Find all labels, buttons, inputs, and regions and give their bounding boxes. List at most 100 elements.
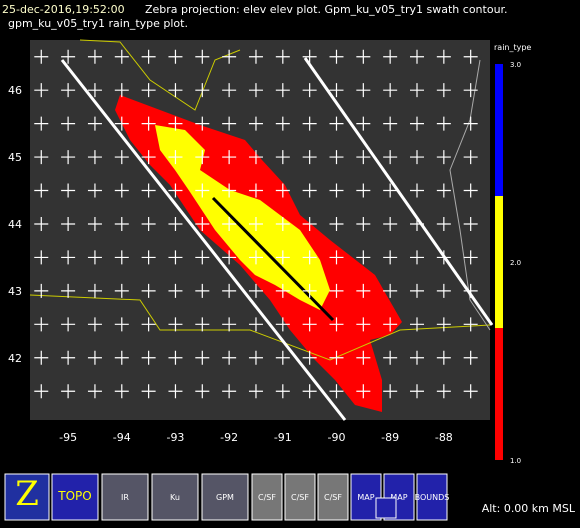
grid-cross xyxy=(87,183,102,198)
grid-cross xyxy=(34,250,49,265)
y-tick-label: 43 xyxy=(8,285,22,298)
grid-cross xyxy=(329,49,344,64)
grid-cross xyxy=(168,384,183,399)
grid-cross xyxy=(410,116,425,131)
state-border xyxy=(29,294,491,361)
grid-cross xyxy=(463,116,478,131)
grid-cross xyxy=(410,350,425,365)
grid-cross xyxy=(329,350,344,365)
grid-cross xyxy=(302,116,317,131)
grid-cross xyxy=(302,216,317,231)
toolbar-icon-label: GPM xyxy=(216,493,234,502)
toolbar-icon[interactable] xyxy=(251,473,283,521)
zebra-icon[interactable] xyxy=(4,473,50,521)
grid-cross xyxy=(61,216,76,231)
grid-cross xyxy=(87,350,102,365)
grid-cross xyxy=(275,250,290,265)
toolbar-icon[interactable] xyxy=(101,473,149,521)
colorbar-label: 3.0 xyxy=(510,61,521,69)
grid-cross xyxy=(275,317,290,332)
grid-cross xyxy=(463,216,478,231)
toolbar-icon-label: C/SF xyxy=(324,493,342,502)
grid-cross xyxy=(302,250,317,265)
grid-cross xyxy=(61,250,76,265)
grid-cross xyxy=(195,83,210,98)
grid-cross xyxy=(141,116,156,131)
grid-cross xyxy=(87,49,102,64)
grid-cross xyxy=(248,384,263,399)
grid-cross xyxy=(248,116,263,131)
grid-cross xyxy=(302,183,317,198)
grid-cross xyxy=(275,83,290,98)
grid-cross xyxy=(141,317,156,332)
toolbar-icon-label: C/SF xyxy=(258,493,276,502)
grid-cross xyxy=(195,150,210,165)
grid-cross xyxy=(463,283,478,298)
grid-cross xyxy=(410,216,425,231)
x-tick-label: -95 xyxy=(59,431,77,444)
grid-cross xyxy=(302,384,317,399)
grid-cross xyxy=(275,216,290,231)
grid-cross xyxy=(222,317,237,332)
grid-cross xyxy=(275,384,290,399)
grid-cross xyxy=(195,116,210,131)
grid-cross xyxy=(34,150,49,165)
grid-cross xyxy=(141,384,156,399)
grid-cross xyxy=(34,116,49,131)
grid-cross xyxy=(222,283,237,298)
x-tick-label: -92 xyxy=(220,431,238,444)
grid-cross xyxy=(329,317,344,332)
grid-cross xyxy=(383,183,398,198)
grid-cross xyxy=(463,250,478,265)
grid-cross xyxy=(410,317,425,332)
grid-cross xyxy=(329,216,344,231)
colorbar-segment xyxy=(495,328,503,460)
x-tick-label: -91 xyxy=(274,431,292,444)
grid-cross xyxy=(275,350,290,365)
grid-cross xyxy=(302,49,317,64)
altitude: Alt: 0.00 km MSL xyxy=(482,502,576,515)
grid-cross xyxy=(329,83,344,98)
toolbar-icon[interactable] xyxy=(51,473,99,521)
grid-cross xyxy=(195,216,210,231)
toolbar-icon[interactable] xyxy=(416,473,448,521)
grid-cross xyxy=(114,116,129,131)
grid-toggle[interactable] xyxy=(375,497,397,519)
grid-cross xyxy=(383,350,398,365)
grid-cross xyxy=(195,283,210,298)
grid-cross xyxy=(463,49,478,64)
grid-cross xyxy=(114,283,129,298)
grid-cross xyxy=(248,283,263,298)
colorbar-segment xyxy=(495,196,503,328)
grid-cross xyxy=(329,150,344,165)
grid-cross xyxy=(436,49,451,64)
toolbar-icon[interactable] xyxy=(151,473,199,521)
grid-cross xyxy=(356,150,371,165)
grid-cross xyxy=(356,183,371,198)
grid-cross xyxy=(34,183,49,198)
grid-cross xyxy=(356,216,371,231)
grid-cross xyxy=(141,150,156,165)
grid-cross xyxy=(34,49,49,64)
grid-cross xyxy=(34,283,49,298)
toolbar-icon[interactable] xyxy=(284,473,316,521)
grid-cross xyxy=(195,183,210,198)
grid-cross xyxy=(222,216,237,231)
grid-cross xyxy=(248,250,263,265)
grid-cross xyxy=(383,116,398,131)
grid-cross xyxy=(302,83,317,98)
swath-edge xyxy=(303,57,494,326)
grid-cross xyxy=(436,83,451,98)
grid-cross xyxy=(87,150,102,165)
toolbar-icon-label: TOPO xyxy=(57,489,91,503)
grid-cross xyxy=(436,150,451,165)
grid-cross xyxy=(195,317,210,332)
grid-cross xyxy=(275,116,290,131)
grid-cross xyxy=(61,183,76,198)
grid-cross xyxy=(114,49,129,64)
toolbar-icon[interactable] xyxy=(317,473,349,521)
grid-cross xyxy=(141,216,156,231)
grid-cross xyxy=(410,49,425,64)
toolbar-icon[interactable] xyxy=(201,473,249,521)
colorbar-label: 2.0 xyxy=(510,259,521,267)
